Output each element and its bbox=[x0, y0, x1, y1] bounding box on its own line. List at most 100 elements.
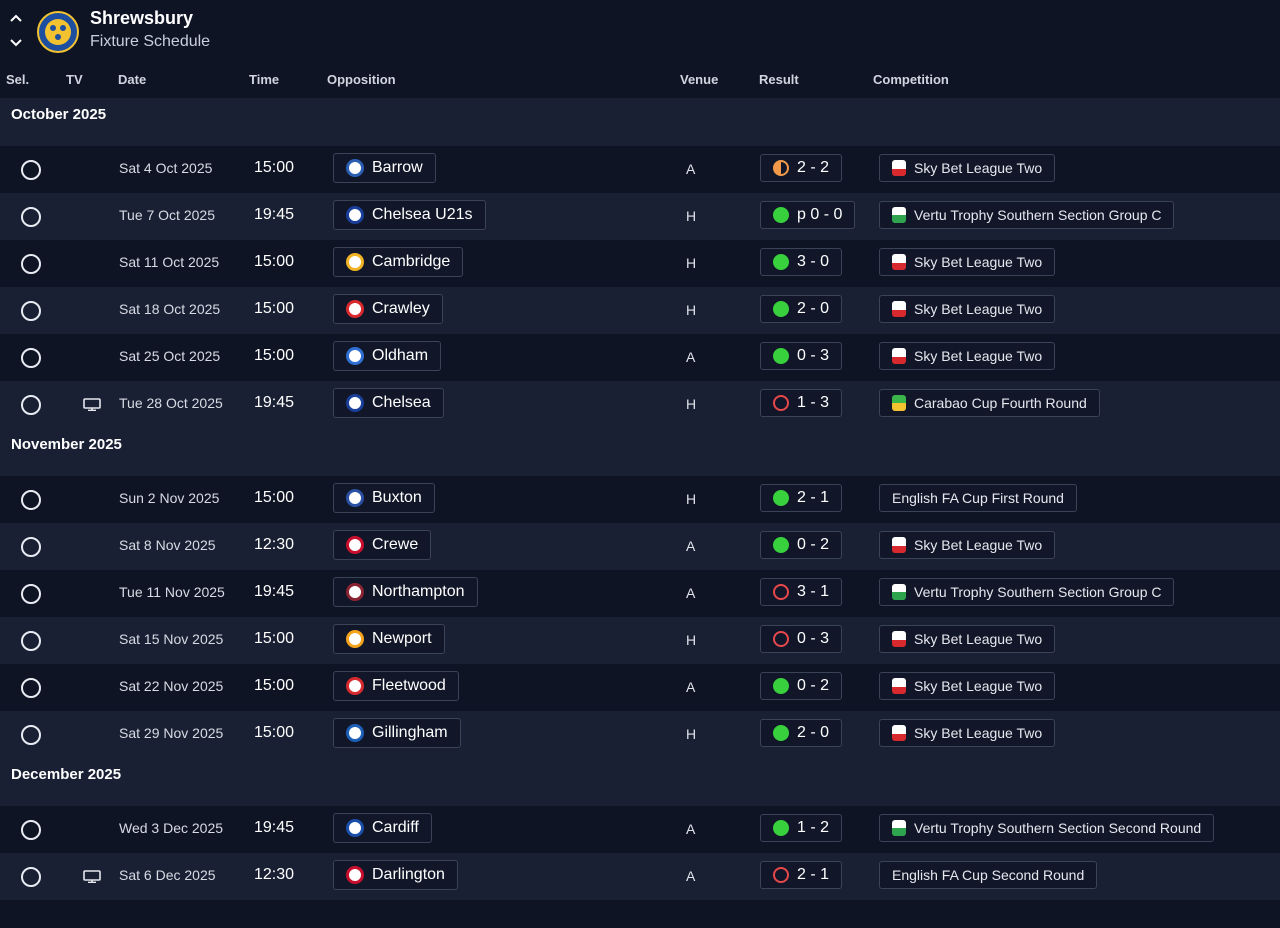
select-radio[interactable] bbox=[21, 490, 41, 510]
select-radio[interactable] bbox=[21, 207, 41, 227]
fixture-time: 15:00 bbox=[254, 300, 295, 317]
opponent-chip[interactable]: Crewe bbox=[333, 530, 432, 560]
result-chip[interactable]: 0 - 3 bbox=[760, 342, 843, 370]
result-chip[interactable]: 3 - 1 bbox=[760, 578, 843, 606]
result-chip[interactable]: 1 - 3 bbox=[760, 389, 843, 417]
chevron-down-icon[interactable] bbox=[8, 36, 24, 50]
select-radio[interactable] bbox=[21, 348, 41, 368]
club-badge-icon bbox=[346, 819, 364, 837]
fixture-row[interactable]: Sat 25 Oct 2025 15:00 Oldham A 0 - 3 Sky Bet … bbox=[0, 334, 1280, 381]
opponent-chip[interactable]: Fleetwood bbox=[333, 671, 459, 701]
fixture-row[interactable]: Sat 4 Oct 2025 15:00 Barrow A 2 - 2 Sky Bet L… bbox=[0, 146, 1280, 193]
fixture-row[interactable]: Sun 2 Nov 2025 15:00 Buxton H 2 - 1 English F… bbox=[0, 476, 1280, 523]
fixture-date: Sun 2 Nov 2025 bbox=[119, 490, 220, 506]
opponent-chip[interactable]: Gillingham bbox=[333, 718, 461, 748]
select-radio[interactable] bbox=[21, 395, 41, 415]
select-radio[interactable] bbox=[21, 254, 41, 274]
month-header: October 2025 bbox=[0, 98, 1280, 146]
opponent-chip[interactable]: Newport bbox=[333, 624, 445, 654]
win-indicator-icon bbox=[773, 725, 789, 741]
fixture-time: 15:00 bbox=[254, 159, 295, 176]
competition-chip[interactable]: Sky Bet League Two bbox=[879, 625, 1056, 653]
result-chip[interactable]: 3 - 0 bbox=[760, 248, 843, 276]
result-chip[interactable]: 2 - 0 bbox=[760, 295, 843, 323]
opponent-chip[interactable]: Buxton bbox=[333, 483, 435, 513]
col-tv[interactable]: TV bbox=[66, 72, 83, 87]
fixture-row[interactable]: Sat 29 Nov 2025 15:00 Gillingham H 2 - 0 Sky … bbox=[0, 711, 1280, 758]
opponent-chip[interactable]: Darlington bbox=[333, 860, 458, 890]
opponent-name: Newport bbox=[372, 630, 432, 647]
competition-chip[interactable]: Sky Bet League Two bbox=[879, 672, 1056, 700]
result-chip[interactable]: 0 - 2 bbox=[760, 531, 843, 559]
competition-chip[interactable]: Sky Bet League Two bbox=[879, 531, 1056, 559]
fixture-row[interactable]: Sat 8 Nov 2025 12:30 Crewe A 0 - 2 Sky Bet Le… bbox=[0, 523, 1280, 570]
result-chip[interactable]: 2 - 1 bbox=[760, 484, 843, 512]
fixture-row[interactable]: Sat 11 Oct 2025 15:00 Cambridge H 3 - 0 Sky B… bbox=[0, 240, 1280, 287]
fixture-row[interactable]: Sat 15 Nov 2025 15:00 Newport H 0 - 3 Sky Bet… bbox=[0, 617, 1280, 664]
result-chip[interactable]: 0 - 3 bbox=[760, 625, 843, 653]
col-date[interactable]: Date bbox=[118, 72, 147, 87]
opponent-chip[interactable]: Chelsea U21s bbox=[333, 200, 486, 230]
fixture-date: Sat 25 Oct 2025 bbox=[119, 348, 221, 364]
result-chip[interactable]: p 0 - 0 bbox=[760, 201, 856, 229]
competition-name: Sky Bet League Two bbox=[914, 725, 1043, 741]
opponent-chip[interactable]: Cambridge bbox=[333, 247, 464, 277]
opponent-name: Northampton bbox=[372, 583, 465, 600]
col-sel[interactable]: Sel. bbox=[6, 72, 30, 87]
competition-chip[interactable]: Sky Bet League Two bbox=[879, 248, 1056, 276]
fixture-time: 19:45 bbox=[254, 394, 295, 411]
select-radio[interactable] bbox=[21, 820, 41, 840]
select-radio[interactable] bbox=[21, 725, 41, 745]
fixture-row[interactable]: Tue 28 Oct 2025 19:45 Chelsea H 1 - 3 Carabao… bbox=[0, 381, 1280, 428]
select-radio[interactable] bbox=[21, 160, 41, 180]
club-badge-icon bbox=[346, 583, 364, 601]
result-chip[interactable]: 0 - 2 bbox=[760, 672, 843, 700]
opponent-chip[interactable]: Chelsea bbox=[333, 388, 444, 418]
fixture-row[interactable]: Sat 18 Oct 2025 15:00 Crawley H 2 - 0 Sky Bet… bbox=[0, 287, 1280, 334]
opponent-chip[interactable]: Northampton bbox=[333, 577, 478, 607]
competition-chip[interactable]: Carabao Cup Fourth Round bbox=[879, 389, 1100, 417]
competition-chip[interactable]: Sky Bet League Two bbox=[879, 342, 1056, 370]
month-label: November 2025 bbox=[11, 436, 122, 453]
select-radio[interactable] bbox=[21, 584, 41, 604]
venue: A bbox=[686, 538, 696, 554]
result-score: 2 - 2 bbox=[797, 159, 830, 176]
fixture-row[interactable]: Sat 22 Nov 2025 15:00 Fleetwood A 0 - 2 Sky B… bbox=[0, 664, 1280, 711]
result-chip[interactable]: 2 - 2 bbox=[760, 154, 843, 182]
select-radio[interactable] bbox=[21, 301, 41, 321]
competition-chip[interactable]: Sky Bet League Two bbox=[879, 719, 1056, 747]
select-radio[interactable] bbox=[21, 631, 41, 651]
fixture-row[interactable]: Wed 3 Dec 2025 19:45 Cardiff A 1 - 2 Vertu Tr… bbox=[0, 806, 1280, 853]
col-venue[interactable]: Venue bbox=[680, 72, 719, 87]
result-chip[interactable]: 1 - 2 bbox=[760, 814, 843, 842]
competition-chip[interactable]: Sky Bet League Two bbox=[879, 295, 1056, 323]
competition-chip[interactable]: Vertu Trophy Southern Section Second Rou… bbox=[879, 814, 1215, 842]
competition-chip[interactable]: Sky Bet League Two bbox=[879, 154, 1056, 182]
league-two-icon bbox=[892, 301, 906, 317]
col-time[interactable]: Time bbox=[249, 72, 280, 87]
competition-chip[interactable]: English FA Cup Second Round bbox=[879, 861, 1098, 889]
chevron-up-icon[interactable] bbox=[8, 11, 24, 25]
result-chip[interactable]: 2 - 0 bbox=[760, 719, 843, 747]
competition-name: Vertu Trophy Southern Section Group C bbox=[914, 584, 1162, 600]
competition-chip[interactable]: Vertu Trophy Southern Section Group C bbox=[879, 578, 1175, 606]
select-radio[interactable] bbox=[21, 867, 41, 887]
fixture-row[interactable]: Sat 6 Dec 2025 12:30 Darlington A 2 - 1 Engli… bbox=[0, 853, 1280, 900]
col-opposition[interactable]: Opposition bbox=[327, 72, 396, 87]
col-competition[interactable]: Competition bbox=[873, 72, 949, 87]
tv-icon bbox=[83, 398, 101, 412]
team-name[interactable]: Shrewsbury bbox=[90, 8, 194, 28]
col-result[interactable]: Result bbox=[759, 72, 799, 87]
select-radio[interactable] bbox=[21, 537, 41, 557]
opponent-chip[interactable]: Cardiff bbox=[333, 813, 432, 843]
competition-chip[interactable]: Vertu Trophy Southern Section Group C bbox=[879, 201, 1175, 229]
select-radio[interactable] bbox=[21, 678, 41, 698]
competition-chip[interactable]: English FA Cup First Round bbox=[879, 484, 1077, 512]
result-chip[interactable]: 2 - 1 bbox=[760, 861, 843, 889]
fixture-row[interactable]: Tue 11 Nov 2025 19:45 Northampton A 3 - 1 Ver… bbox=[0, 570, 1280, 617]
opponent-chip[interactable]: Crawley bbox=[333, 294, 443, 324]
venue: H bbox=[686, 302, 697, 318]
opponent-chip[interactable]: Barrow bbox=[333, 153, 436, 183]
opponent-chip[interactable]: Oldham bbox=[333, 341, 442, 371]
